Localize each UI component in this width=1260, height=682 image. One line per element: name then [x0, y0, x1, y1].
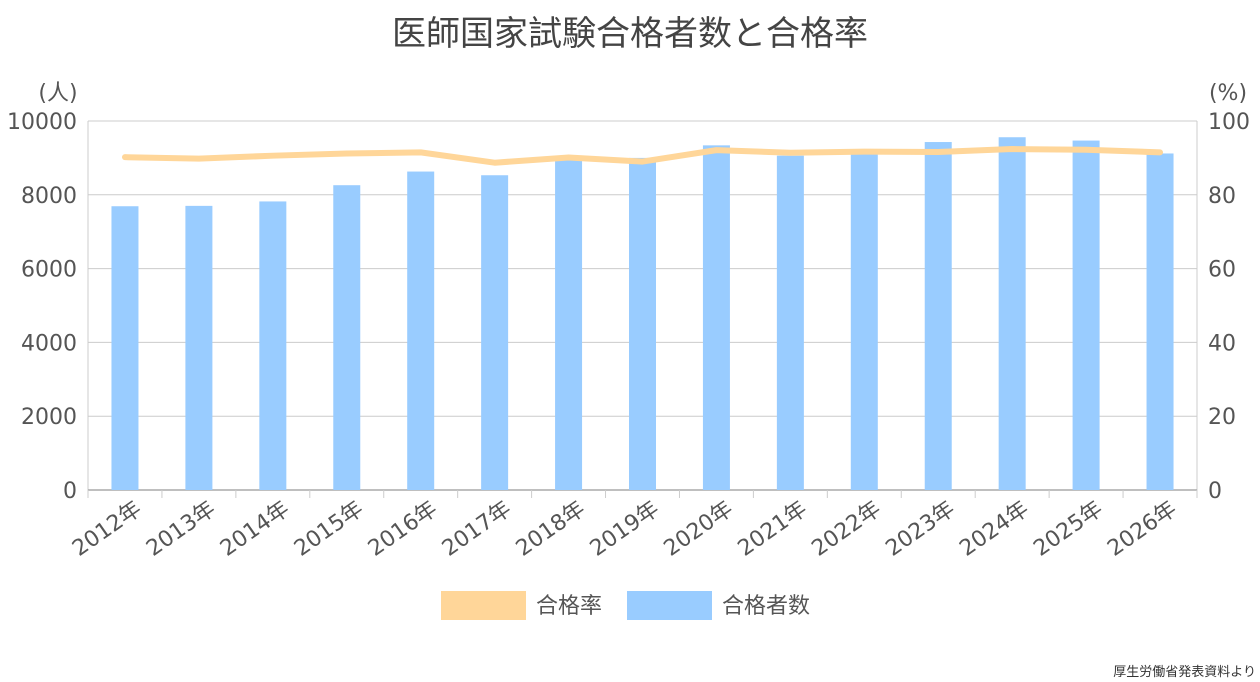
y-left-tick-label: 0	[63, 479, 77, 504]
legend-label: 合格率	[536, 594, 602, 619]
y-left-tick-label: 8000	[21, 184, 77, 209]
y-right-tick-label: 100	[1208, 110, 1250, 135]
line-series	[121, 146, 1164, 166]
y-right-tick-label: 20	[1208, 405, 1236, 430]
source-note: 厚生労働省発表資料より	[1113, 665, 1256, 680]
x-tick-label: 2019年	[586, 496, 664, 561]
bar	[629, 157, 656, 490]
y-left-tick-label: 6000	[21, 258, 77, 283]
bar	[259, 201, 287, 490]
legend-swatch	[627, 591, 712, 620]
bar	[924, 142, 952, 490]
bar	[850, 149, 878, 491]
bar	[998, 137, 1026, 490]
legend-swatch	[441, 591, 526, 620]
y-left-axis-label: (人)	[38, 81, 77, 106]
bar	[333, 185, 361, 490]
y-right-tick-label: 80	[1208, 184, 1236, 209]
bar	[776, 155, 804, 490]
x-tick-label: 2022年	[808, 496, 886, 561]
line-series-path	[121, 146, 1164, 166]
bar	[555, 158, 583, 491]
x-tick-label: 2012年	[68, 496, 146, 561]
x-tick-label: 2015年	[290, 496, 368, 561]
bar	[1072, 140, 1100, 490]
bar	[111, 206, 139, 490]
y-right-tick-label: 0	[1208, 479, 1222, 504]
x-tick-label: 2025年	[1029, 496, 1107, 561]
bar	[1146, 153, 1174, 491]
x-tick-label: 2017年	[438, 496, 516, 561]
bar	[702, 145, 730, 490]
x-tick-label: 2018年	[512, 496, 590, 561]
bar-series	[111, 137, 1174, 491]
y-right-tick-label: 40	[1208, 331, 1236, 356]
y-right-tick-label: 60	[1208, 258, 1236, 283]
y-left-tick-label: 2000	[21, 405, 77, 430]
x-tick-label: 2016年	[364, 496, 442, 561]
chart-title: 医師国家試験合格者数と合格率	[392, 14, 868, 54]
x-tick-label: 2026年	[1103, 496, 1181, 561]
x-tick-label: 2020年	[660, 496, 738, 561]
legend: 合格率 合格者数	[441, 591, 810, 620]
y-left-tick-label: 4000	[21, 331, 77, 356]
bar	[481, 175, 509, 491]
legend-label: 合格者数	[722, 594, 810, 619]
x-tick-label: 2023年	[881, 496, 959, 561]
bar	[185, 205, 213, 490]
x-tick-label: 2021年	[734, 496, 812, 561]
y-left-tick-label: 10000	[7, 110, 77, 135]
x-tick-label: 2014年	[216, 496, 294, 561]
x-tick-label: 2024年	[955, 496, 1033, 561]
bar	[407, 171, 435, 491]
x-tick-label: 2013年	[142, 496, 220, 561]
y-right-axis-label: (%)	[1209, 81, 1247, 106]
